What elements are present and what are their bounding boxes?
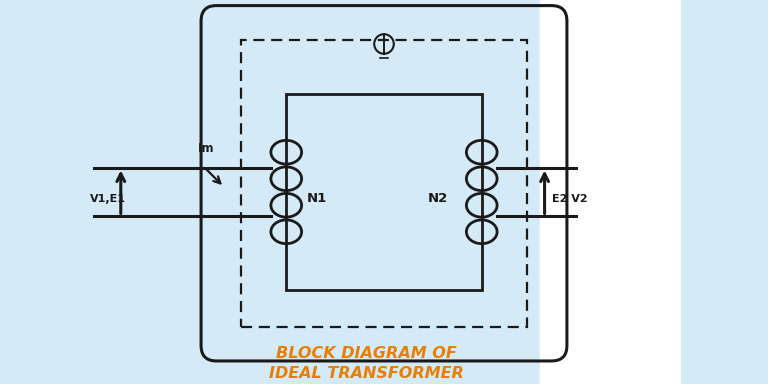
Text: V1,E1: V1,E1	[90, 194, 126, 204]
Bar	[540, 0, 750, 384]
Bar	[286, 94, 482, 290]
Text: IDEAL TRANSFORMER: IDEAL TRANSFORMER	[269, 366, 464, 381]
Text: BLOCK DIAGRAM OF: BLOCK DIAGRAM OF	[276, 346, 457, 361]
Text: E2 V2: E2 V2	[551, 194, 588, 204]
Text: N2: N2	[428, 192, 449, 205]
Text: Im: Im	[197, 142, 214, 155]
Bar	[241, 40, 527, 327]
Text: N1: N1	[307, 192, 327, 205]
